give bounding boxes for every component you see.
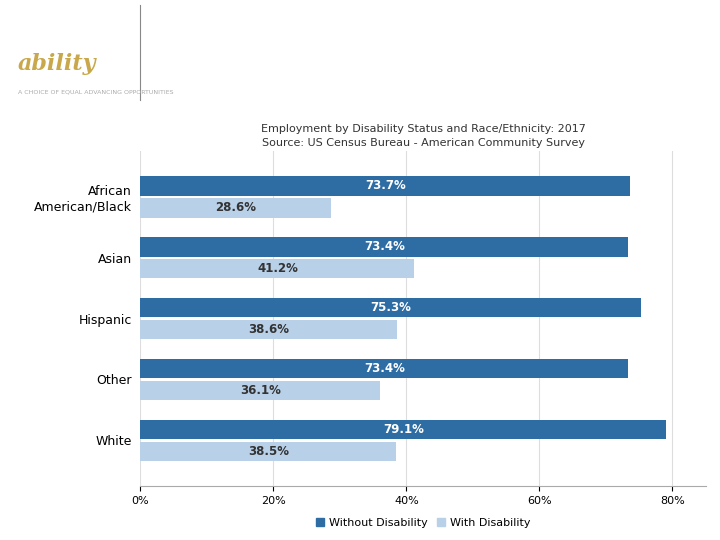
Text: Employment by Disability Status and Race/Ethnicity: 2017
Source: US Census Burea: Employment by Disability Status and Race… bbox=[261, 125, 585, 148]
Text: and Race/Ethnicity: and Race/Ethnicity bbox=[282, 72, 575, 100]
Text: ability: ability bbox=[18, 52, 96, 75]
Text: 38.5%: 38.5% bbox=[248, 445, 289, 458]
Bar bbox=[140, 420, 667, 439]
Text: Employment by Disability Status: Employment by Disability Status bbox=[173, 30, 684, 58]
Text: 73.4%: 73.4% bbox=[364, 362, 405, 375]
Legend: Without Disability, With Disability: Without Disability, With Disability bbox=[311, 514, 535, 532]
Bar bbox=[140, 198, 330, 218]
Bar bbox=[140, 381, 380, 400]
Text: 79.1%: 79.1% bbox=[383, 423, 424, 436]
Text: 28.6%: 28.6% bbox=[215, 201, 256, 214]
Text: 36.1%: 36.1% bbox=[240, 384, 281, 397]
Bar bbox=[140, 298, 641, 318]
Text: 41.2%: 41.2% bbox=[257, 262, 298, 275]
Bar bbox=[140, 237, 629, 256]
Bar bbox=[140, 259, 414, 279]
Bar bbox=[140, 176, 631, 195]
Text: 38.6%: 38.6% bbox=[248, 323, 289, 336]
Bar bbox=[140, 320, 397, 339]
Text: A CHOICE OF EQUAL ADVANCING OPPORTUNITIES: A CHOICE OF EQUAL ADVANCING OPPORTUNITIE… bbox=[18, 90, 174, 95]
Text: 73.7%: 73.7% bbox=[365, 179, 406, 192]
Bar bbox=[140, 442, 397, 461]
Bar bbox=[140, 359, 629, 378]
Text: 75.3%: 75.3% bbox=[370, 301, 411, 314]
Text: 73.4%: 73.4% bbox=[364, 240, 405, 253]
Text: respect: respect bbox=[18, 23, 63, 36]
